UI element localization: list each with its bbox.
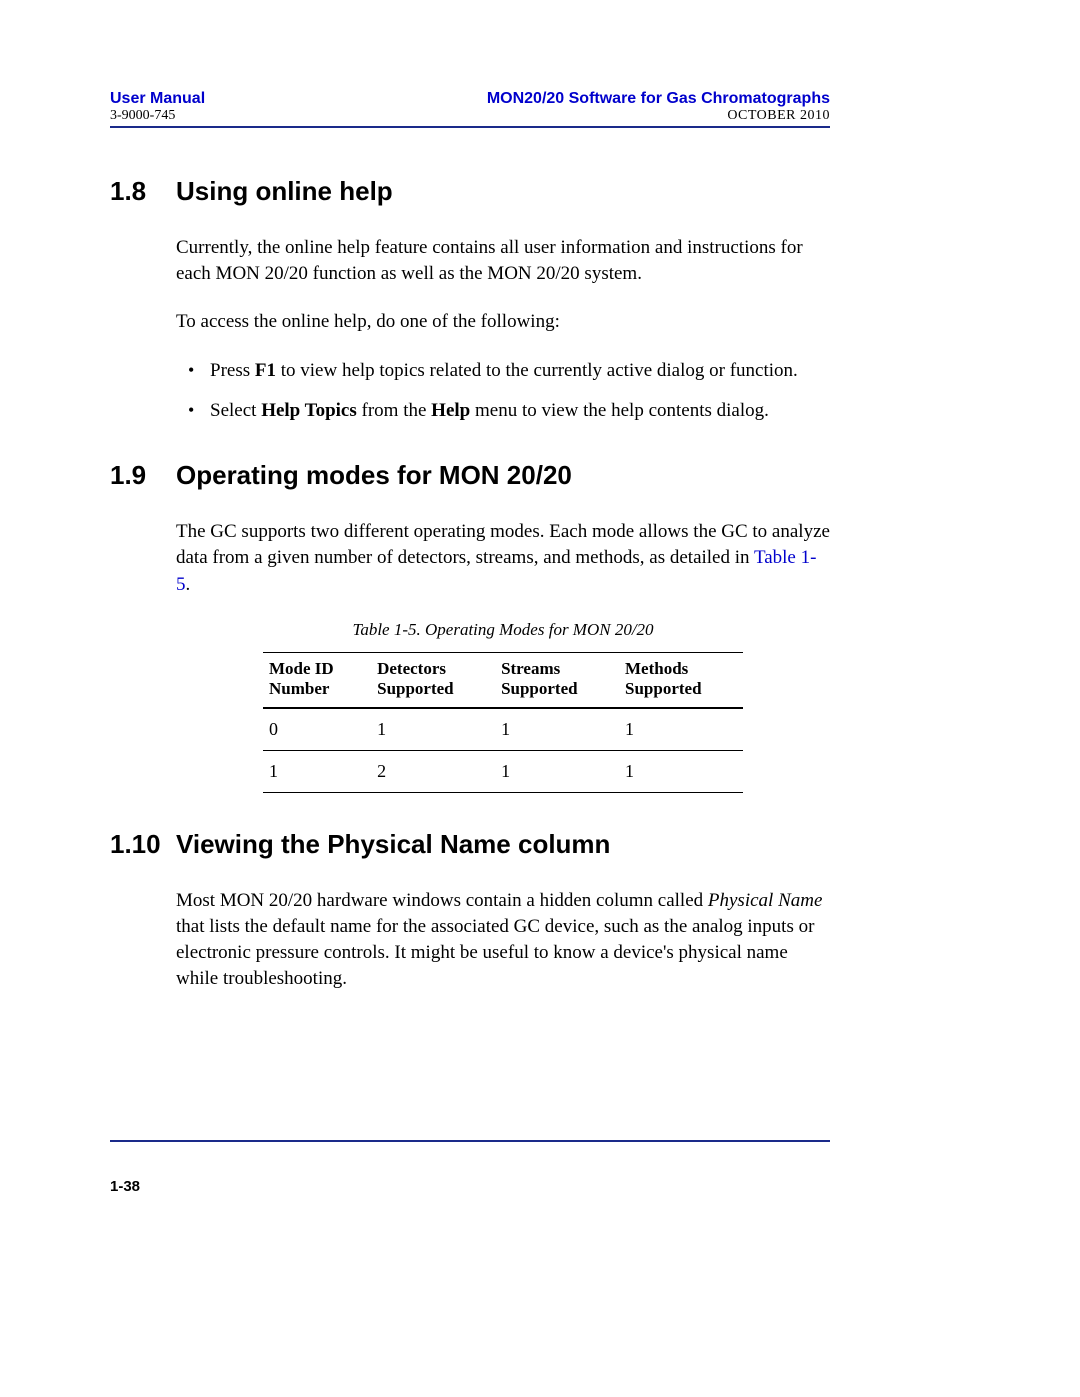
text-bold: Help Topics [261, 400, 357, 421]
table-header: Mode IDNumber [263, 652, 371, 708]
section-1-9: 1.9 Operating modes for MON 20/20 The GC… [110, 460, 830, 793]
list-item: Press F1 to view help topics related to … [176, 358, 830, 384]
text-run: Most MON 20/20 hardware windows contain … [176, 890, 708, 911]
table-row: 0 1 1 1 [263, 708, 743, 751]
table-cell: 1 [263, 750, 371, 792]
text-run: from the [357, 400, 431, 421]
footer-rule [110, 1140, 830, 1142]
list-item: Select Help Topics from the Help menu to… [176, 398, 830, 424]
section-number: 1.8 [110, 176, 176, 207]
header-doc-number: 3-9000-745 [110, 108, 175, 124]
section-title: Viewing the Physical Name column [176, 829, 610, 860]
table-cell: 1 [619, 750, 743, 792]
section-number: 1.10 [110, 829, 176, 860]
section-1-8: 1.8 Using online help Currently, the onl… [110, 176, 830, 424]
table-cell: 1 [371, 708, 495, 751]
table-caption: Table 1-5. Operating Modes for MON 20/20 [176, 620, 830, 640]
table-cell: 0 [263, 708, 371, 751]
paragraph: To access the online help, do one of the… [176, 309, 830, 335]
section-1-10: 1.10 Viewing the Physical Name column Mo… [110, 829, 830, 993]
page-header: User Manual MON20/20 Software for Gas Ch… [110, 90, 830, 128]
section-heading: 1.9 Operating modes for MON 20/20 [110, 460, 830, 491]
text-run: menu to view the help contents dialog. [470, 400, 769, 421]
table-cell: 1 [495, 708, 619, 751]
text-run: Select [210, 400, 261, 421]
section-number: 1.9 [110, 460, 176, 491]
section-title: Operating modes for MON 20/20 [176, 460, 572, 491]
section-title: Using online help [176, 176, 393, 207]
paragraph: Most MON 20/20 hardware windows contain … [176, 888, 830, 993]
text-bold: F1 [255, 360, 276, 381]
text-run: The GC supports two different operating … [176, 521, 830, 568]
text-run: . [186, 574, 191, 595]
operating-modes-table: Mode IDNumber DetectorsSupported Streams… [263, 652, 743, 793]
text-run: to view help topics related to the curre… [276, 360, 798, 381]
section-heading: 1.10 Viewing the Physical Name column [110, 829, 830, 860]
text-run: Press [210, 360, 255, 381]
table-cell: 2 [371, 750, 495, 792]
table-row: 1 2 1 1 [263, 750, 743, 792]
text-bold: Help [431, 400, 470, 421]
table-header: StreamsSupported [495, 652, 619, 708]
table-header: MethodsSupported [619, 652, 743, 708]
paragraph: The GC supports two different operating … [176, 519, 830, 598]
section-heading: 1.8 Using online help [110, 176, 830, 207]
text-italic: Physical Name [708, 890, 823, 911]
page-number: 1-38 [110, 1178, 140, 1195]
bullet-list: Press F1 to view help topics related to … [176, 358, 830, 424]
paragraph: Currently, the online help feature conta… [176, 235, 830, 287]
table-cell: 1 [619, 708, 743, 751]
page-content: User Manual MON20/20 Software for Gas Ch… [110, 90, 830, 1029]
header-right-title: MON20/20 Software for Gas Chromatographs [487, 90, 830, 108]
text-run: that lists the default name for the asso… [176, 916, 814, 989]
table-header: DetectorsSupported [371, 652, 495, 708]
table-cell: 1 [495, 750, 619, 792]
header-date: OCTOBER 2010 [727, 108, 830, 124]
header-left-title: User Manual [110, 90, 205, 108]
